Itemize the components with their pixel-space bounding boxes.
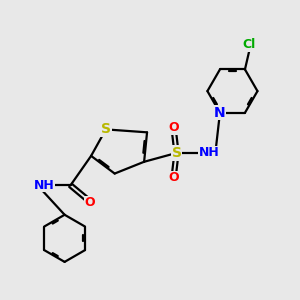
Text: NH: NH [34,179,54,192]
Text: O: O [84,196,95,209]
Text: N: N [214,106,226,120]
Text: NH: NH [199,146,219,159]
Text: Cl: Cl [243,38,256,51]
Text: S: S [101,122,111,136]
Text: O: O [168,172,179,184]
Text: S: S [172,146,182,160]
Text: O: O [168,122,179,134]
